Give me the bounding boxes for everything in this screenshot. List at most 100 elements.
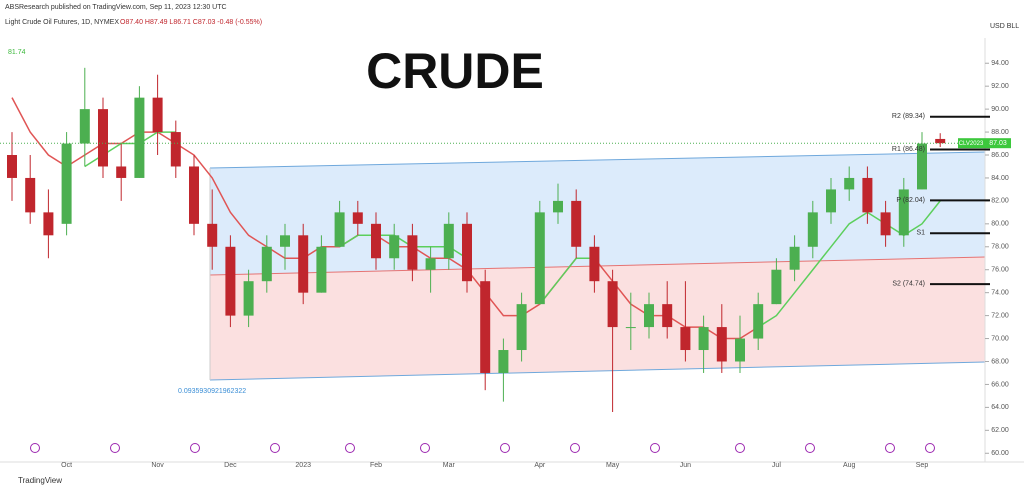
candle-body	[25, 177, 36, 213]
pivot-label: S1	[916, 230, 925, 237]
event-icon	[570, 443, 580, 453]
event-icon	[420, 443, 430, 453]
candle-body	[753, 304, 764, 339]
candle-body	[189, 166, 199, 224]
y-tick-label: 64.00	[991, 404, 1009, 411]
event-icon	[735, 443, 745, 453]
candle-body	[607, 281, 618, 328]
y-tick-label: 74.00	[991, 290, 1009, 297]
candle-body	[844, 177, 855, 190]
channel-lower	[210, 257, 985, 380]
candle-body	[462, 223, 472, 282]
price-tag-label: 87.03	[989, 140, 1007, 147]
x-tick-label: Feb	[370, 462, 382, 469]
candle-body	[389, 235, 400, 259]
event-icon	[925, 443, 935, 453]
candle-body	[425, 258, 436, 270]
candle-body	[589, 246, 600, 282]
y-tick-label: 60.00	[991, 450, 1009, 457]
candle-body	[43, 212, 54, 236]
candle-body	[516, 304, 527, 351]
event-icon	[30, 443, 40, 453]
candle-body	[534, 212, 545, 305]
candle-body	[407, 235, 418, 270]
candle-body	[935, 138, 946, 144]
moving-average	[84, 131, 941, 328]
candle-body	[826, 189, 836, 213]
x-tick-label: Oct	[61, 462, 72, 469]
symbol-tag	[958, 138, 985, 149]
candle-body	[7, 155, 17, 178]
candle-body	[735, 338, 745, 362]
y-tick-label: 80.00	[991, 221, 1009, 228]
candle-body	[261, 246, 272, 282]
footer	[0, 470, 1024, 491]
channel-label: 0.0935930921962322	[178, 388, 246, 395]
candle-body	[716, 327, 727, 362]
y-tick-label: 90.00	[991, 106, 1009, 113]
symbol: Light Crude Oil Futures, 1D, NYMEX	[5, 19, 119, 26]
chart-title: CRUDE	[366, 43, 544, 99]
candle-body	[625, 327, 636, 329]
channel-line	[209, 151, 986, 169]
event-icon	[805, 443, 815, 453]
candle-body	[79, 109, 90, 144]
y-tick-label: 66.00	[991, 381, 1009, 388]
candle-body	[352, 212, 363, 224]
x-tick-label: Sep	[916, 462, 929, 469]
candle-body	[898, 189, 909, 236]
y-tick-label: 86.00	[991, 152, 1009, 159]
candle-body	[680, 327, 691, 351]
candle-body	[553, 200, 563, 213]
candle-body	[571, 200, 582, 247]
y-tick-label: 70.00	[991, 335, 1009, 342]
candle-body	[316, 246, 327, 293]
y-tick-label: 88.00	[991, 129, 1009, 136]
candle-body	[498, 350, 509, 373]
y-tick-label: 84.00	[991, 175, 1009, 182]
candle-body	[480, 281, 491, 373]
event-icon	[885, 443, 895, 453]
candle-body	[152, 97, 163, 133]
event-icon	[650, 443, 660, 453]
candle-body	[61, 143, 72, 224]
event-icon	[110, 443, 120, 453]
candle-body	[98, 109, 108, 167]
channel-upper	[210, 152, 985, 275]
y-tick-label: 68.00	[991, 358, 1009, 365]
candle-body	[644, 304, 654, 328]
x-tick-label: 2023	[295, 462, 311, 469]
candle-body	[443, 223, 454, 259]
pivot-label: R1 (86.48)	[892, 146, 925, 153]
x-tick-label: Jul	[772, 462, 781, 469]
candle-body	[207, 223, 218, 247]
x-tick-label: May	[606, 462, 620, 469]
event-icons	[30, 443, 935, 453]
candle-body	[862, 177, 873, 213]
x-tick-label: Apr	[534, 462, 546, 469]
currency: USD BLL	[990, 23, 1019, 30]
ohlc: O87.40 H87.49 L86.71 C87.03 -0.48 (-0.55…	[120, 19, 262, 26]
x-tick-label: Dec	[224, 462, 237, 469]
candle-body	[880, 212, 891, 236]
x-tick-label: Mar	[443, 462, 456, 469]
pivot-label: S2 (74.74)	[892, 281, 925, 288]
event-icon	[190, 443, 200, 453]
candle-body	[134, 97, 145, 178]
candle-body	[116, 166, 127, 178]
y-tick-label: 72.00	[991, 312, 1009, 319]
y-tick-label: 76.00	[991, 267, 1009, 274]
candle-body	[225, 246, 236, 316]
pivot-label: P (82.04)	[896, 197, 925, 204]
x-tick-label: Jun	[680, 462, 691, 469]
y-tick-label: 62.00	[991, 427, 1009, 434]
candle-body	[698, 327, 709, 351]
candle-body	[334, 212, 345, 247]
candle-body	[280, 235, 290, 247]
y-tick-label: 78.00	[991, 244, 1009, 251]
price-tag	[985, 138, 1011, 149]
pivot-label: R2 (89.34)	[892, 113, 925, 120]
y-tick-label: 94.00	[991, 60, 1009, 67]
candle-body	[917, 143, 927, 190]
